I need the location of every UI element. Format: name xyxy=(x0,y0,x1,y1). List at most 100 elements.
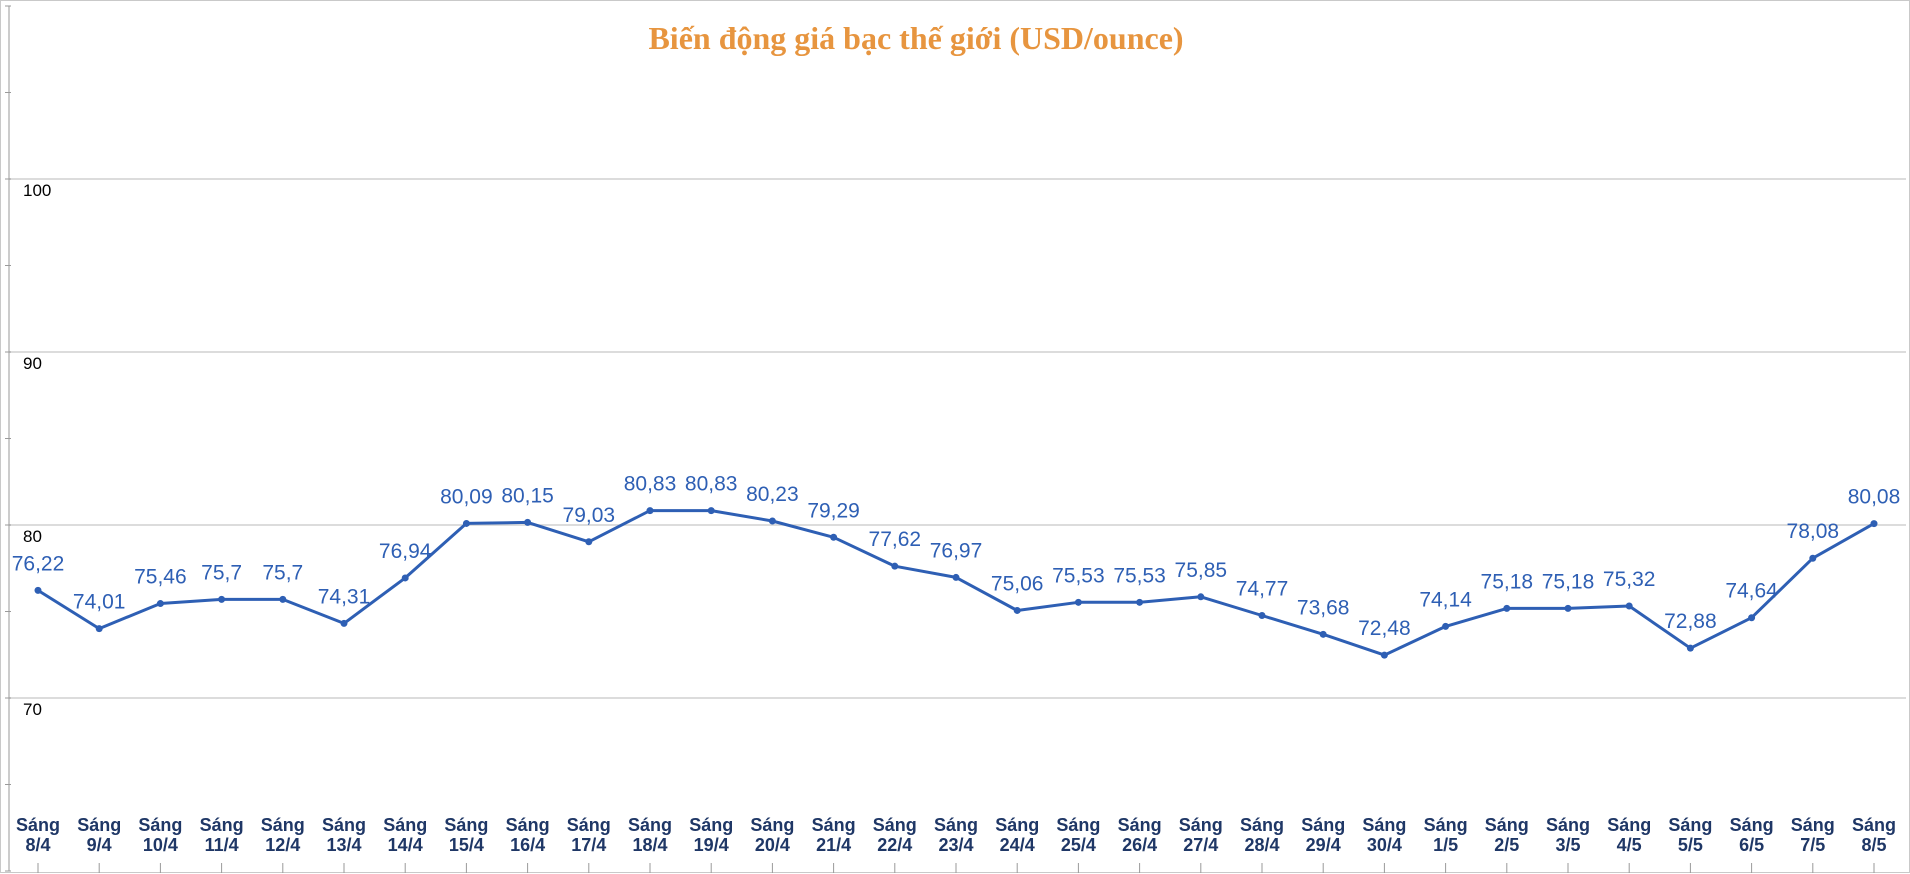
data-label: 75,18 xyxy=(1542,570,1595,593)
x-tick-label-line2: 13/4 xyxy=(326,835,361,855)
x-tick-label-line2: 1/5 xyxy=(1433,835,1458,855)
x-tick-label-line2: 17/4 xyxy=(571,835,606,855)
data-point xyxy=(1748,614,1756,622)
x-tick-label-line2: 28/4 xyxy=(1244,835,1279,855)
data-label: 74,64 xyxy=(1725,580,1778,603)
data-label: 78,08 xyxy=(1787,520,1840,543)
data-point xyxy=(585,538,593,546)
data-label: 75,7 xyxy=(262,561,303,584)
x-tick-label-line2: 7/5 xyxy=(1800,835,1825,855)
x-tick-label-line2: 15/4 xyxy=(449,835,484,855)
data-label: 80,23 xyxy=(746,483,799,506)
x-tick-label-line1: Sáng xyxy=(322,815,366,835)
x-tick-label-line1: Sáng xyxy=(1791,815,1835,835)
x-tick-label-line1: Sáng xyxy=(1668,815,1712,835)
x-tick-label-line1: Sáng xyxy=(200,815,244,835)
data-point xyxy=(34,586,42,594)
x-tick-label-line1: Sáng xyxy=(1607,815,1651,835)
data-point xyxy=(952,573,960,581)
data-point xyxy=(1442,622,1450,630)
x-tick-label-line2: 29/4 xyxy=(1306,835,1341,855)
data-point xyxy=(1136,598,1144,606)
x-tick-label-line2: 8/4 xyxy=(25,835,50,855)
x-tick-label-line2: 14/4 xyxy=(388,835,423,855)
data-label: 75,85 xyxy=(1175,559,1228,582)
data-label: 74,31 xyxy=(318,585,371,608)
data-label: 76,22 xyxy=(12,552,65,575)
series-silver-price xyxy=(37,509,1875,657)
data-point xyxy=(768,517,776,525)
x-tick-label-line2: 24/4 xyxy=(1000,835,1035,855)
data-label: 72,88 xyxy=(1664,610,1717,633)
data-label: 77,62 xyxy=(869,528,922,551)
x-tick-label-line2: 26/4 xyxy=(1122,835,1157,855)
data-point xyxy=(1197,593,1205,601)
data-label: 75,06 xyxy=(991,572,1044,595)
y-tick-label-70: 70 xyxy=(23,700,42,719)
data-label: 75,46 xyxy=(134,566,187,589)
chart-title: Biến động giá bạc thế giới (USD/ounce) xyxy=(648,20,1183,56)
x-tick-label-line1: Sáng xyxy=(567,815,611,835)
data-point xyxy=(1319,630,1327,638)
data-label: 76,94 xyxy=(379,540,432,563)
data-label: 79,29 xyxy=(807,499,860,522)
x-tick-label-line2: 16/4 xyxy=(510,835,545,855)
data-point xyxy=(218,595,226,603)
x-tick-label-line1: Sáng xyxy=(934,815,978,835)
data-point xyxy=(401,574,409,582)
data-label: 79,03 xyxy=(563,504,616,527)
x-tick-labels: Sáng8/4Sáng9/4Sáng10/4Sáng11/4Sáng12/4Sá… xyxy=(16,815,1896,873)
x-tick-label-line2: 19/4 xyxy=(694,835,729,855)
x-tick-label-line1: Sáng xyxy=(1240,815,1284,835)
data-point xyxy=(156,600,164,608)
x-tick-label-line1: Sáng xyxy=(138,815,182,835)
x-tick-label-line1: Sáng xyxy=(506,815,550,835)
x-tick-label-line2: 5/5 xyxy=(1678,835,1703,855)
x-tick-label-line2: 3/5 xyxy=(1555,835,1580,855)
data-label: 73,68 xyxy=(1297,596,1350,619)
data-point xyxy=(1258,611,1266,619)
x-tick-label-line1: Sáng xyxy=(628,815,672,835)
data-point xyxy=(95,625,103,633)
x-tick-label-line1: Sáng xyxy=(1056,815,1100,835)
data-point xyxy=(891,562,899,570)
data-point xyxy=(1074,598,1082,606)
x-tick-label-line1: Sáng xyxy=(383,815,427,835)
x-tick-label-line2: 6/5 xyxy=(1739,835,1764,855)
x-tick-label-line2: 11/4 xyxy=(205,835,239,855)
data-point xyxy=(1503,604,1511,612)
x-tick-label-line1: Sáng xyxy=(995,815,1039,835)
x-tick-label-line1: Sáng xyxy=(1301,815,1345,835)
data-point xyxy=(1809,554,1817,562)
y-axis xyxy=(5,5,11,872)
data-label: 76,97 xyxy=(930,539,983,562)
y-tick-label-80: 80 xyxy=(23,527,42,546)
data-point xyxy=(1625,602,1633,610)
data-label: 75,53 xyxy=(1113,564,1166,587)
x-tick-label-line1: Sáng xyxy=(1852,815,1896,835)
data-points xyxy=(34,507,1878,659)
x-tick-label-line2: 18/4 xyxy=(632,835,667,855)
x-tick-label-line2: 2/5 xyxy=(1494,835,1519,855)
x-tick-label-line1: Sáng xyxy=(1424,815,1468,835)
data-label: 80,83 xyxy=(624,473,677,496)
x-tick-label-line1: Sáng xyxy=(1485,815,1529,835)
data-point xyxy=(1380,651,1388,659)
x-tick-label-line2: 27/4 xyxy=(1183,835,1218,855)
x-tick-label-line2: 30/4 xyxy=(1367,835,1402,855)
x-tick-label-line1: Sáng xyxy=(750,815,794,835)
data-point xyxy=(462,519,470,527)
y-tick-label-90: 90 xyxy=(23,354,42,373)
x-tick-label-line2: 20/4 xyxy=(755,835,790,855)
x-tick-label-line2: 21/4 xyxy=(816,835,851,855)
data-point xyxy=(1564,604,1572,612)
x-tick-label-line1: Sáng xyxy=(77,815,121,835)
data-label: 74,01 xyxy=(73,591,126,614)
data-point xyxy=(279,595,287,603)
grid-lines xyxy=(9,178,1906,699)
x-tick-label-line1: Sáng xyxy=(1179,815,1223,835)
x-tick-label-line2: 9/4 xyxy=(87,835,112,855)
data-point xyxy=(1870,520,1878,528)
